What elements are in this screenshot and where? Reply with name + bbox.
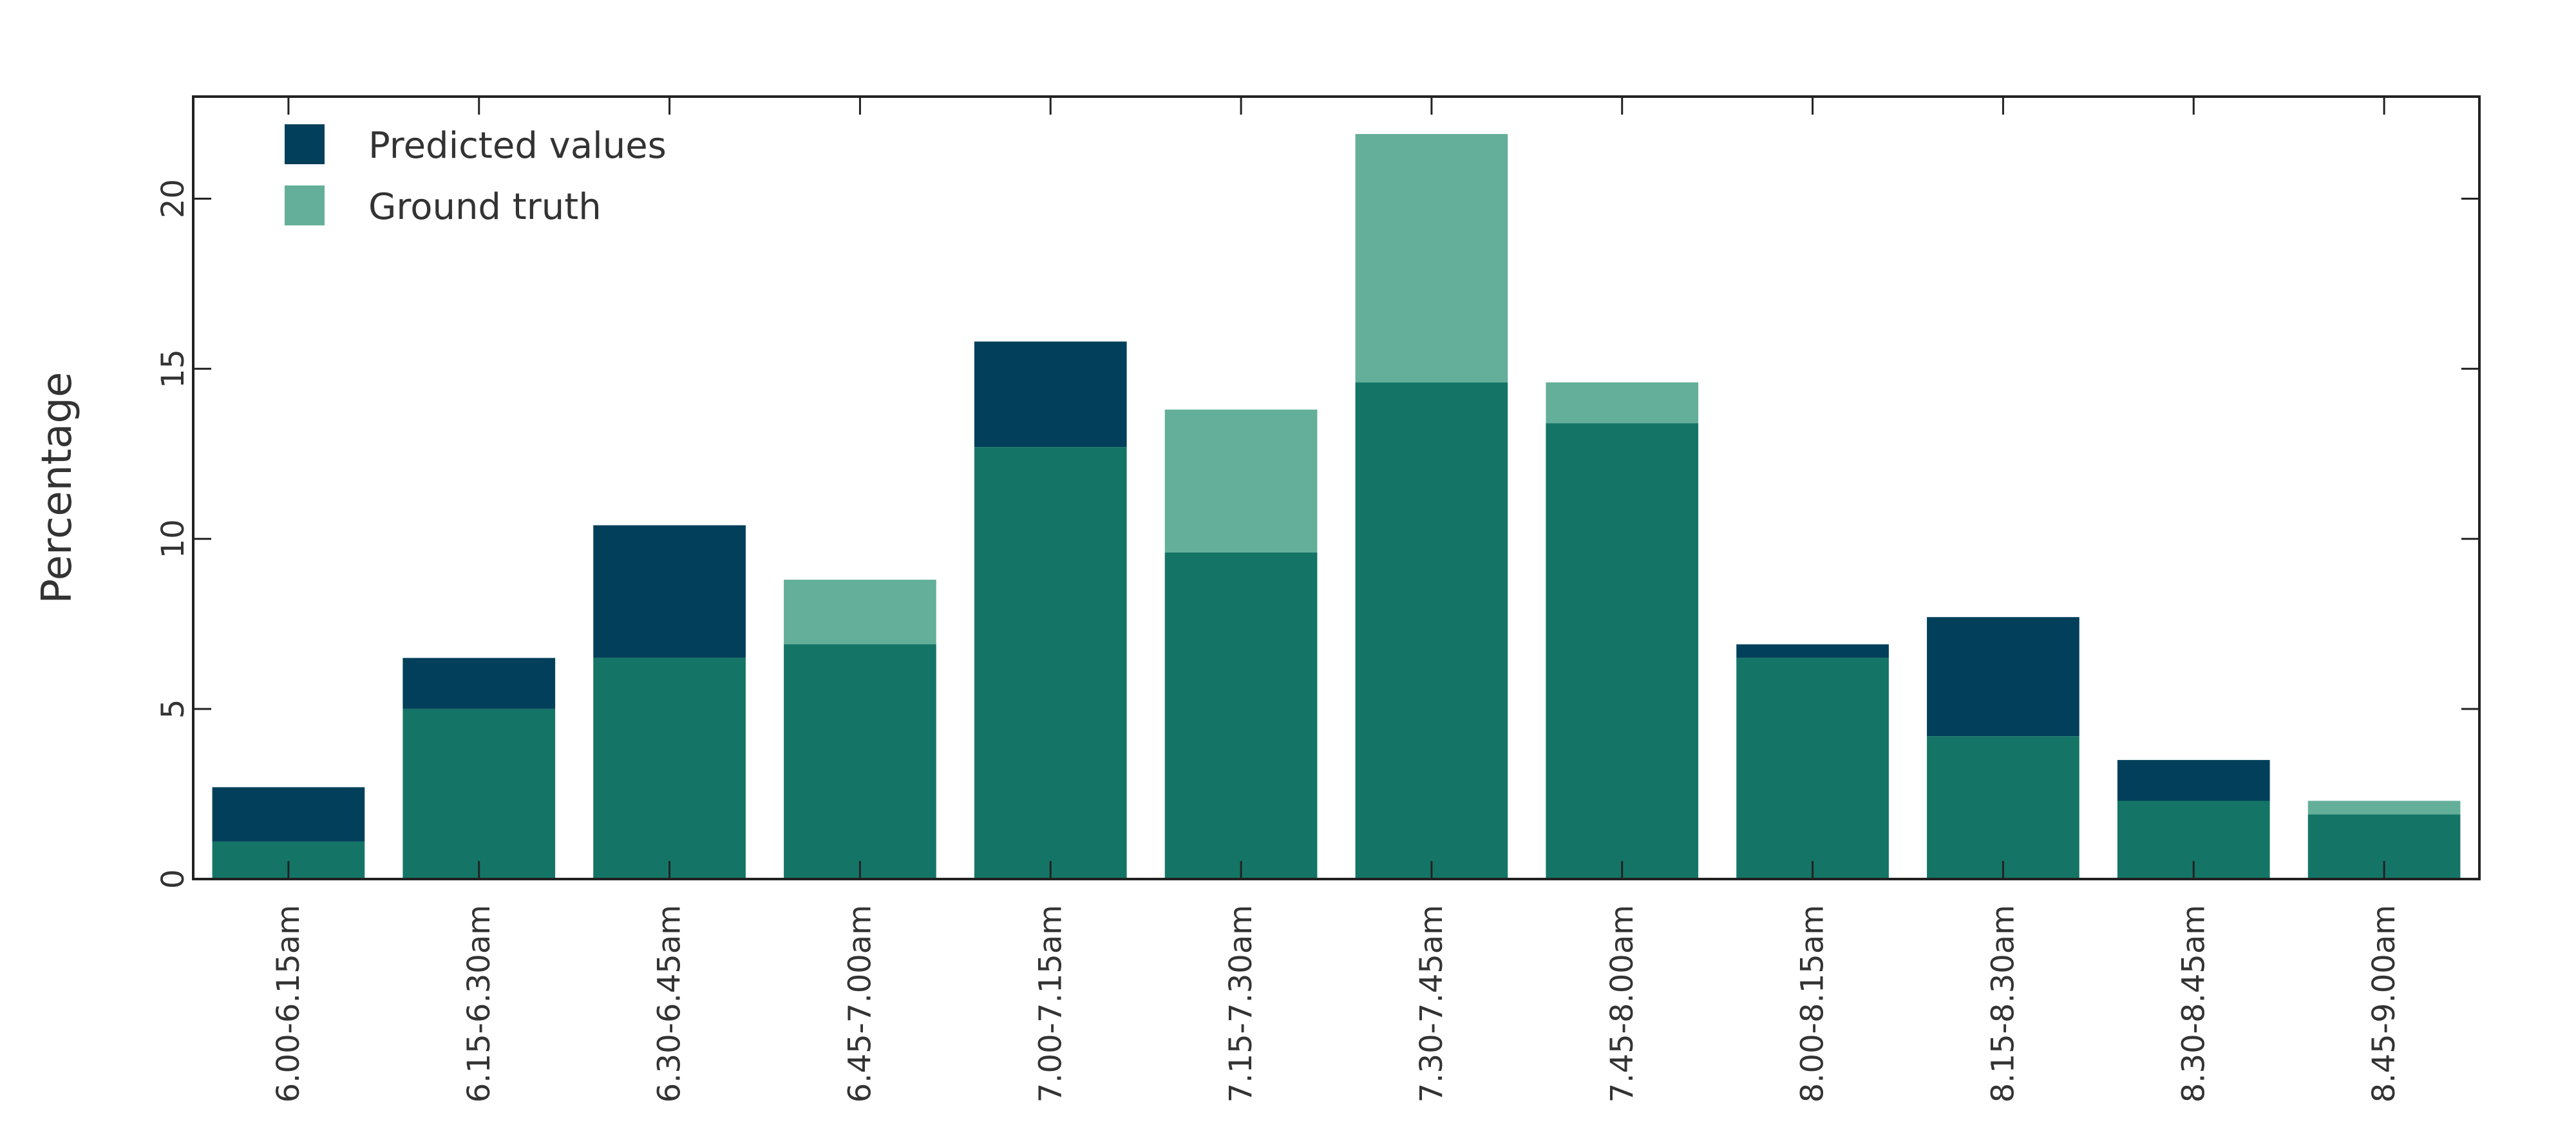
- bar-excess: [212, 787, 365, 842]
- y-tick-labels: 0 5 10 15 20: [155, 179, 191, 889]
- y-tick-label: 5: [155, 699, 191, 719]
- legend-swatch-ground-truth: [285, 185, 325, 225]
- bar-excess: [1546, 382, 1699, 424]
- x-tick-label: 7.00-7.15am: [1032, 905, 1068, 1103]
- x-tick-label: 8.15-8.30am: [1985, 905, 2021, 1103]
- y-tick-label: 10: [155, 519, 191, 558]
- bar-excess: [1927, 617, 2079, 737]
- bar-excess: [1736, 644, 1889, 658]
- bar-overlap: [974, 447, 1127, 879]
- bar-excess: [1355, 134, 1508, 383]
- x-tick-label: 8.45-9.00am: [2366, 905, 2402, 1103]
- legend: Predicted values Ground truth: [285, 124, 667, 228]
- axis-ticks: [193, 97, 2479, 880]
- x-tick-label: 6.15-6.30am: [461, 905, 497, 1103]
- bar-excess: [402, 658, 556, 709]
- x-tick-label: 6.00-6.15am: [270, 905, 307, 1103]
- bar-excess: [2117, 760, 2270, 801]
- bar-excess: [593, 525, 746, 658]
- legend-label-ground-truth: Ground truth: [368, 186, 601, 228]
- x-tick-label: 8.30-8.45am: [2175, 905, 2211, 1103]
- x-tick-label: 7.15-7.30am: [1223, 905, 1259, 1103]
- bar-overlap: [593, 658, 746, 879]
- bar-excess: [1164, 410, 1318, 553]
- bar-excess: [2307, 800, 2461, 815]
- y-tick-label: 20: [155, 179, 191, 218]
- bar-overlap: [402, 708, 556, 879]
- bar-excess: [784, 580, 936, 645]
- y-tick-label: 15: [155, 349, 191, 388]
- bar-overlap: [1355, 382, 1508, 879]
- x-tick-label: 7.30-7.45am: [1414, 905, 1450, 1103]
- bar-overlap: [784, 644, 936, 879]
- legend-label-predicted: Predicted values: [368, 125, 667, 167]
- x-tick-label: 8.00-8.15am: [1795, 905, 1831, 1103]
- x-tick-label: 6.30-6.45am: [652, 905, 688, 1103]
- bar-excess: [974, 341, 1127, 448]
- plot-frame: [192, 95, 2481, 880]
- x-tick-label: 6.45-7.00am: [842, 905, 878, 1103]
- bar-overlap: [1927, 736, 2079, 879]
- x-tick-label: 7.45-8.00am: [1604, 905, 1640, 1103]
- y-axis-title: Percentage: [33, 372, 81, 603]
- bar-overlap: [1164, 552, 1318, 879]
- bar-overlap: [1736, 658, 1889, 879]
- y-tick-label: 0: [155, 869, 191, 889]
- x-tick-labels: 6.00-6.15am 6.15-6.30am 6.30-6.45am 6.45-7.…: [270, 905, 2402, 1103]
- bars: [212, 134, 2461, 879]
- legend-swatch-predicted: [285, 124, 325, 164]
- bar-overlap: [1546, 423, 1699, 879]
